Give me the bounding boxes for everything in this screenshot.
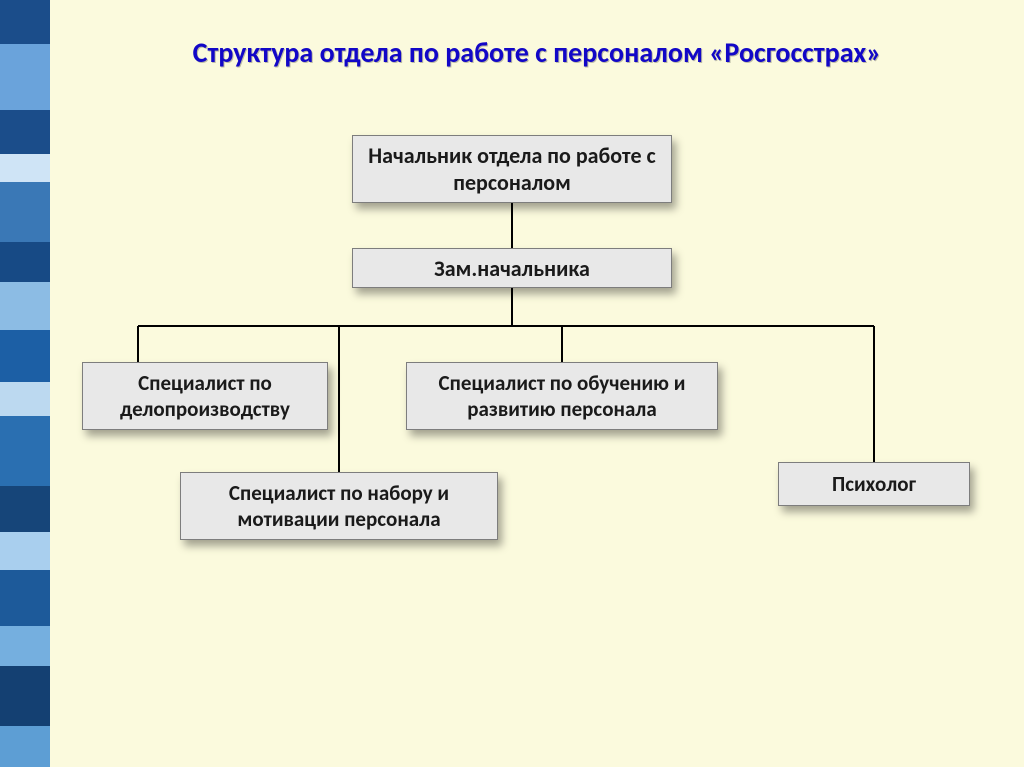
- sidebar-stripe: [0, 110, 50, 154]
- node-head: Начальник отдела по работе с персоналом: [352, 135, 672, 203]
- node-deputy: Зам.начальника: [352, 248, 672, 288]
- sidebar-stripe: [0, 726, 50, 767]
- sidebar-stripe: [0, 242, 50, 282]
- decorative-sidebar: [0, 0, 50, 767]
- sidebar-stripe: [0, 154, 50, 182]
- slide: Структура отдела по работе с персоналом …: [0, 0, 1024, 767]
- sidebar-stripe: [0, 182, 50, 242]
- sidebar-stripe: [0, 382, 50, 416]
- node-spec2: Специалист по набору и мотивации персона…: [180, 472, 498, 540]
- sidebar-stripe: [0, 44, 50, 110]
- sidebar-stripe: [0, 330, 50, 382]
- slide-title: Структура отдела по работе с персоналом …: [110, 35, 964, 70]
- sidebar-stripe: [0, 282, 50, 330]
- sidebar-stripe: [0, 570, 50, 626]
- node-psych: Психолог: [778, 462, 970, 506]
- sidebar-stripe: [0, 666, 50, 726]
- sidebar-stripe: [0, 532, 50, 570]
- sidebar-stripe: [0, 0, 50, 44]
- sidebar-stripe: [0, 626, 50, 666]
- sidebar-stripe: [0, 486, 50, 532]
- sidebar-stripe: [0, 416, 50, 486]
- node-spec3: Специалист по обучению и развитию персон…: [406, 362, 718, 430]
- node-spec1: Специалист по делопроизводству: [82, 362, 328, 430]
